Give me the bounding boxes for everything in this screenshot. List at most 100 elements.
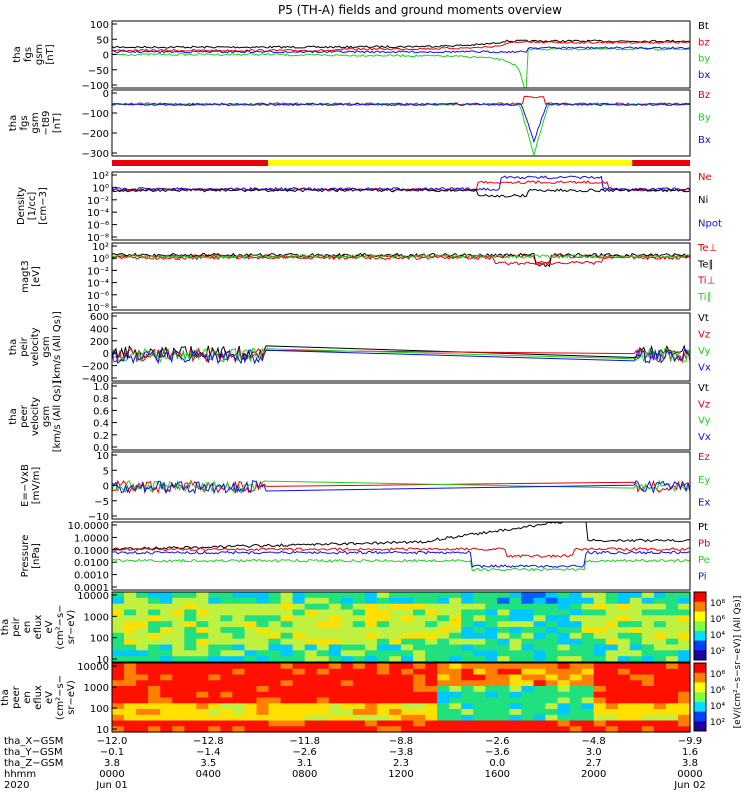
heatmap-cell (557, 621, 571, 628)
heatmap-cell (581, 714, 595, 722)
heatmap-cell (509, 615, 522, 622)
heatmap-cell (196, 680, 209, 687)
y-axis-label: gsm (30, 112, 41, 133)
heatmap-cell (593, 686, 607, 693)
heatmap-cell (533, 644, 547, 651)
heatmap-cell (292, 650, 306, 657)
heatmap-cell (232, 644, 245, 651)
y-axis-label: [nT] (45, 44, 56, 64)
heatmap-cell (533, 597, 547, 605)
heatmap-cell (376, 603, 390, 611)
heatmap-cell (545, 697, 559, 704)
heatmap-cell (208, 703, 221, 710)
heatmap-cell (280, 603, 294, 611)
heatmap-cell (437, 726, 450, 733)
heatmap-cell (413, 621, 426, 628)
heatmap-cell (581, 674, 595, 681)
heatmap-cell (160, 668, 173, 676)
heatmap-cell (653, 650, 667, 657)
heatmap-cell (340, 714, 354, 722)
heatmap-cell (232, 632, 245, 640)
heatmap-cell (485, 714, 498, 722)
heatmap-cell (196, 674, 209, 681)
heatmap-cell (545, 632, 559, 640)
heatmap-cell (112, 644, 125, 651)
heatmap-cell (124, 615, 137, 622)
heatmap-cell (509, 663, 522, 670)
heatmap-cell (678, 663, 691, 670)
heatmap-cell (605, 668, 619, 676)
y-axis-label: [nT] (52, 113, 63, 133)
heatmap-cell (581, 703, 595, 710)
heatmap-cell (316, 627, 330, 634)
heatmap-cell (593, 609, 607, 616)
colorbar-tick-label: 10⁴ (710, 631, 725, 641)
heatmap-cell (328, 674, 342, 681)
heatmap-cell (605, 632, 619, 640)
heatmap-cell (268, 603, 282, 611)
heatmap-cell (340, 609, 354, 616)
heatmap-cell (509, 709, 522, 716)
heatmap-cell (581, 680, 595, 687)
heatmap-cell (232, 663, 245, 670)
heatmap-cell (641, 603, 655, 611)
heatmap-cell (413, 668, 426, 676)
heatmap-cell (304, 703, 318, 710)
heatmap-cell (148, 597, 161, 605)
heatmap-cell (593, 697, 607, 704)
heatmap-cell (184, 603, 197, 611)
heatmap-cell (208, 691, 221, 699)
heatmap-cell (316, 668, 330, 676)
heatmap-cell (389, 686, 402, 693)
series-line-fgs_t89-2 (111, 102, 691, 144)
heatmap-cell (352, 674, 366, 681)
heatmap-cell (244, 644, 258, 651)
heatmap-cell (413, 632, 426, 640)
heatmap-cell (304, 603, 318, 611)
heatmap-cell (641, 592, 655, 599)
y-tick-label: 10⁻⁸ (87, 233, 109, 244)
colorbar-frame (693, 662, 707, 732)
panel-efield: 10 5 0 −5 −10 E=−VxB [mV/m] Ez Ey Ex (20, 451, 710, 523)
heatmap-cell (653, 656, 667, 663)
heatmap-cell (196, 592, 209, 599)
heatmap-cell (376, 686, 390, 693)
heatmap-cell (473, 632, 486, 640)
heatmap-cell (425, 680, 438, 687)
heatmap-cell (401, 597, 414, 605)
heatmap-cell (678, 697, 691, 704)
heatmap-cell (112, 680, 125, 687)
heatmap-cell (665, 686, 679, 693)
heatmap-cell (340, 697, 354, 704)
heatmap-cell (557, 720, 571, 727)
heatmap-cell (605, 621, 619, 628)
heatmap-cell (473, 621, 486, 628)
heatmap-cell (220, 686, 233, 693)
heatmap-cell (665, 691, 679, 699)
heatmap-cell (425, 686, 438, 693)
colorbar-tick-label: 10⁸ (710, 599, 725, 609)
heatmap-cell (533, 627, 547, 634)
y-tick-label: −10 (88, 512, 109, 523)
heatmap-cell (160, 686, 173, 693)
heatmap-cell (605, 663, 619, 670)
heatmap-cell (280, 632, 294, 640)
heatmap-cell (605, 691, 619, 699)
heatmap-cell (172, 686, 185, 693)
heatmap-cell (172, 720, 185, 727)
legend-fgs-2: by (698, 54, 710, 65)
x-axis-value: Jun 01 (95, 780, 128, 791)
heatmap-cell (316, 609, 330, 616)
heatmap-cell (473, 714, 486, 722)
heatmap-cell (196, 714, 209, 722)
heatmap-cell (437, 627, 450, 634)
heatmap-cell (364, 603, 378, 611)
heatmap-cell (521, 632, 534, 640)
heatmap-cell (292, 697, 306, 704)
heatmap-cell (497, 709, 510, 716)
heatmap-cell (316, 697, 330, 704)
heatmap-cell (256, 644, 270, 651)
y-axis-label: (cm²−s− (55, 604, 66, 649)
heatmap-cell (376, 621, 390, 628)
heatmap-cell (533, 663, 547, 670)
